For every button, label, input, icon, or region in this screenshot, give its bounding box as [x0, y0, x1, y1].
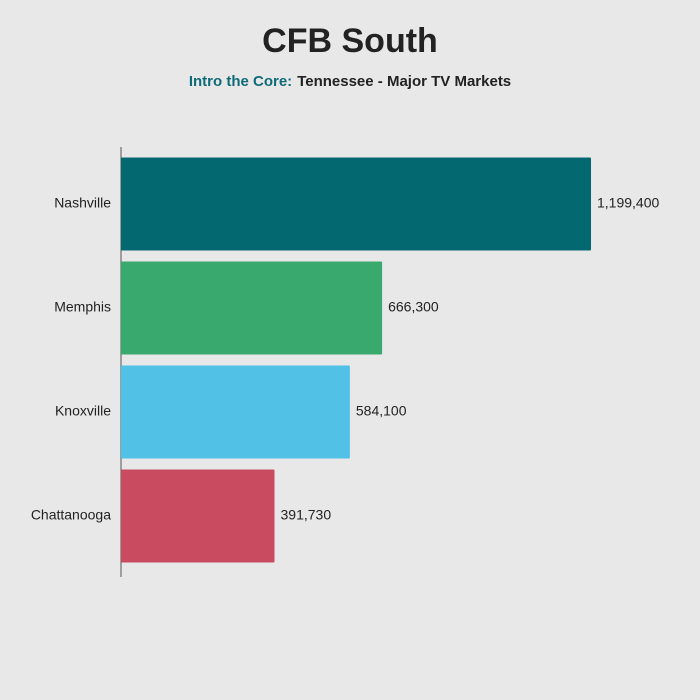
value-label: 1,199,400	[597, 195, 659, 211]
y-tick-label: Memphis	[54, 299, 111, 315]
bar	[121, 365, 350, 459]
subtitle-text: Tennessee - Major TV Markets	[297, 73, 511, 90]
value-label: 584,100	[356, 403, 407, 419]
y-tick-label: Knoxville	[55, 403, 111, 419]
bar	[121, 469, 275, 563]
y-tick-label: Chattanooga	[31, 507, 111, 523]
value-label: 666,300	[388, 299, 439, 315]
y-tick-label: Nashville	[54, 195, 111, 211]
value-label: 391,730	[281, 507, 332, 523]
chart-title: CFB South	[262, 22, 438, 60]
subtitle-highlight: Intro the Core:	[189, 73, 292, 90]
chart-subtitle: Intro the Core: Tennessee - Major TV Mark…	[189, 73, 511, 90]
bar	[121, 261, 383, 355]
bar	[121, 157, 591, 251]
